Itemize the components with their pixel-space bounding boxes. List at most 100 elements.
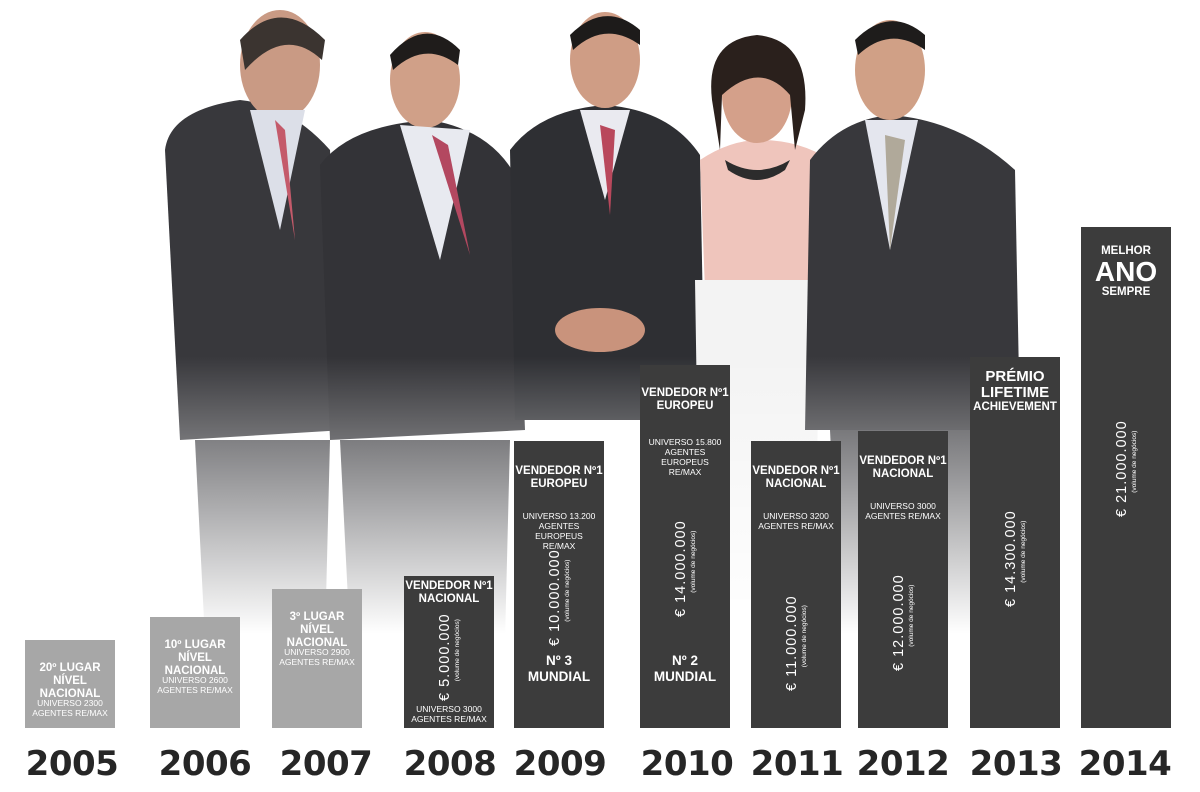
year-label: 2013 — [969, 744, 1063, 784]
bar-rank: Nº 3 MUNDIAL — [514, 653, 604, 685]
bar-2007: 3º LUGAR NÍVEL NACIONAL UNIVERSO 2900 AGENT… — [272, 589, 362, 728]
bar-universe-line: AGENTES RE/MAX — [758, 521, 834, 531]
amount-caption: (volume de negócios) — [908, 584, 915, 647]
amount-caption: (volume de negócios) — [690, 530, 697, 593]
bar-heading: VENDEDOR Nº1 EUROPEU — [514, 465, 604, 491]
amount-value: € 14.000.000 — [673, 520, 689, 617]
bar-rank-line: MUNDIAL — [527, 669, 591, 684]
bar-rank-line: MUNDIAL — [653, 669, 717, 684]
amount-caption: (volume de negócios) — [1131, 430, 1138, 493]
year-label: 2010 — [640, 744, 734, 784]
bar-heading-line: 10º LUGAR — [164, 639, 226, 651]
bar-heading-line: VENDEDOR Nº1 — [515, 465, 603, 477]
year-label: 2012 — [856, 744, 950, 784]
bar-heading-line: NACIONAL — [418, 593, 480, 605]
bar-heading-line: NÍVEL NACIONAL — [286, 624, 348, 649]
bar-universe-line: RE/MAX — [542, 541, 576, 551]
bar-universe: UNIVERSO 3000 AGENTES RE/MAX — [858, 501, 948, 521]
bar-universe: UNIVERSO 2900 AGENTES RE/MAX — [272, 647, 362, 667]
bar-universe-line: UNIVERSO 3000 — [870, 501, 936, 511]
bar-heading: 20º LUGAR NÍVEL NACIONAL — [25, 662, 115, 701]
bar-universe-line: UNIVERSO 15.800 — [648, 437, 722, 447]
bar-heading-line: VENDEDOR Nº1 — [641, 387, 729, 399]
amount-caption: (volume de negócios) — [801, 605, 808, 668]
bar-2011: VENDEDOR Nº1 NACIONAL UNIVERSO 3200 AGENTES… — [751, 441, 841, 728]
bar-value-label: € 12.000.000 (volume de negócios) — [890, 574, 915, 671]
bar-heading: 10º LUGAR NÍVEL NACIONAL — [150, 639, 240, 678]
bar-rank-line: Nº 3 — [546, 653, 572, 668]
amount-value: € 14.300.000 — [1003, 510, 1019, 607]
bar-2012: VENDEDOR Nº1 NACIONAL UNIVERSO 3000 AGENTES… — [858, 431, 948, 728]
amount-caption: (volume de negócios) — [1020, 520, 1027, 583]
bar-heading-line: PRÉMIO — [985, 368, 1045, 385]
bar-heading: VENDEDOR Nº1 NACIONAL — [858, 455, 948, 481]
amount-value: € 12.000.000 — [891, 574, 907, 671]
bar-heading-line: EUROPEU — [656, 400, 714, 412]
amount-value: € 11.000.000 — [784, 595, 800, 691]
bar-universe-line: UNIVERSO 2300 — [37, 698, 103, 708]
bar-universe: UNIVERSO 3000 AGENTES RE/MAX — [404, 704, 494, 724]
bar-rank-line: Nº 2 — [672, 653, 698, 668]
bar-heading: VENDEDOR Nº1 EUROPEU — [640, 387, 730, 413]
bar-universe-line: AGENTES RE/MAX — [865, 511, 941, 521]
bar-heading-line: SEMPRE — [1101, 286, 1151, 298]
year-label: 2008 — [403, 744, 497, 784]
bar-universe-line: AGENTES RE/MAX — [279, 657, 355, 667]
bar-heading-line: VENDEDOR Nº1 — [859, 455, 947, 467]
bar-universe-line: UNIVERSO 2600 — [162, 675, 228, 685]
bar-heading-line: VENDEDOR Nº1 — [752, 465, 840, 477]
bar-heading-line: 20º LUGAR — [39, 662, 101, 674]
bar-universe-line: AGENTES EUROPEUS — [535, 521, 583, 541]
year-label: 2009 — [513, 744, 607, 784]
bar-value-label: € 10.000.000 (volume de negócios) — [546, 549, 571, 646]
amount-caption: (volume de negócios) — [454, 619, 461, 682]
bar-heading-line: MELHOR — [1101, 245, 1151, 257]
bar-heading-line: ANO — [1094, 256, 1158, 287]
bar-heading: 3º LUGAR NÍVEL NACIONAL — [272, 611, 362, 650]
bar-heading: PRÉMIO LIFETIME ACHIEVEMENT — [970, 369, 1060, 414]
bar-universe-line: UNIVERSO 13.200 — [522, 511, 596, 521]
bar-universe-line: RE/MAX — [668, 467, 702, 477]
bar-2013: PRÉMIO LIFETIME ACHIEVEMENT € 14.300.000 (vo… — [970, 357, 1060, 728]
bar-2005: 20º LUGAR NÍVEL NACIONAL UNIVERSO 2300 AGEN… — [25, 640, 115, 728]
bar-universe: UNIVERSO 15.800 AGENTES EUROPEUS RE/MAX — [640, 437, 730, 477]
amount-value: € 5.000.000 — [437, 613, 453, 701]
bar-universe: UNIVERSO 2600 AGENTES RE/MAX — [150, 675, 240, 695]
amount-value: € 10.000.000 — [547, 549, 563, 646]
bar-value-label: € 21.000.000 (volume de negócios) — [1113, 420, 1138, 517]
bar-heading-line: ACHIEVEMENT — [973, 401, 1057, 413]
bar-value-label: € 5.000.000 (volume de negócios) — [436, 613, 461, 701]
year-label: 2007 — [279, 744, 373, 784]
bar-heading-line: NÍVEL NACIONAL — [164, 652, 226, 677]
bar-value-label: € 14.300.000 (volume de negócios) — [1002, 510, 1027, 607]
bar-heading-line: VENDEDOR Nº1 — [405, 580, 493, 592]
bar-universe: UNIVERSO 13.200 AGENTES EUROPEUS RE/MAX — [514, 511, 604, 551]
bar-universe: UNIVERSO 3200 AGENTES RE/MAX — [751, 511, 841, 531]
bar-heading: MELHOR ANO SEMPRE — [1081, 245, 1171, 299]
bar-heading-line: 3º LUGAR — [289, 611, 345, 623]
year-label: 2014 — [1078, 744, 1172, 784]
bar-heading-line: LIFETIME — [980, 384, 1050, 401]
bar-2009: VENDEDOR Nº1 EUROPEU UNIVERSO 13.200 AGENTE… — [514, 441, 604, 728]
year-label: 2011 — [750, 744, 844, 784]
bar-heading-line: NACIONAL — [872, 468, 934, 480]
bar-universe-line: UNIVERSO 3000 — [416, 704, 482, 714]
year-label: 2005 — [25, 744, 119, 784]
bar-2006: 10º LUGAR NÍVEL NACIONAL UNIVERSO 2600 AGEN… — [150, 617, 240, 728]
bar-heading: VENDEDOR Nº1 NACIONAL — [751, 465, 841, 491]
bar-2014: MELHOR ANO SEMPRE € 21.000.000 (volume de ne… — [1081, 227, 1171, 728]
bar-universe-line: UNIVERSO 2900 — [284, 647, 350, 657]
bar-universe-line: AGENTES RE/MAX — [411, 714, 487, 724]
amount-value: € 21.000.000 — [1114, 420, 1130, 517]
bar-heading: VENDEDOR Nº1 NACIONAL — [404, 580, 494, 606]
bar-value-label: € 11.000.000 (volume de negócios) — [783, 595, 808, 691]
bar-universe-line: UNIVERSO 3200 — [763, 511, 829, 521]
bar-2008: VENDEDOR Nº1 NACIONAL UNIVERSO 3000 AGENTES… — [404, 576, 494, 728]
bar-2010: VENDEDOR Nº1 EUROPEU UNIVERSO 15.800 AGENTE… — [640, 365, 730, 728]
amount-caption: (volume de negócios) — [564, 559, 571, 622]
year-label: 2006 — [158, 744, 252, 784]
bar-universe-line: AGENTES RE/MAX — [32, 708, 108, 718]
bar-rank: Nº 2 MUNDIAL — [640, 653, 730, 685]
bar-heading-line: NÍVEL NACIONAL — [39, 675, 101, 700]
bar-universe: UNIVERSO 2300 AGENTES RE/MAX — [25, 698, 115, 718]
